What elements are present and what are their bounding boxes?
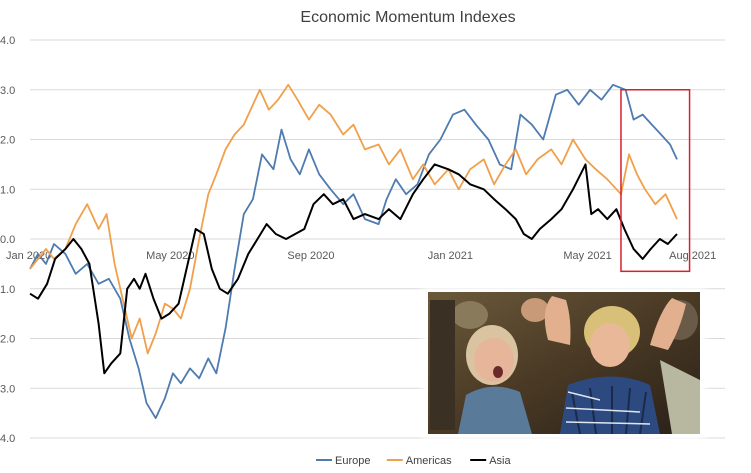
y-axis-ticks: 4.0 3.0 2.0 1.0 0.0 1.0 2.0 3.0 4.0: [0, 35, 15, 445]
y-tick-label: 1.0: [0, 284, 15, 296]
reaction-photo: [422, 288, 706, 440]
shirt: [560, 376, 660, 434]
series-line-americas: [29, 83, 678, 355]
x-tick-label: Aug 2021: [669, 250, 716, 262]
x-tick-label: Jan 2020: [6, 250, 51, 262]
legend: Europe Americas Asia: [316, 455, 511, 467]
x-axis-ticks: Jan 2020 May 2020 Sep 2020 Jan 2021 May 2021…: [6, 250, 716, 262]
y-tick-label: 2.0: [0, 135, 15, 147]
y-tick-label: 3.0: [0, 85, 15, 97]
x-tick-label: May 2020: [146, 250, 194, 262]
y-tick-label: 4.0: [0, 433, 15, 445]
gridlines: [30, 39, 725, 439]
legend-label: Europe: [335, 455, 370, 467]
y-tick-label: 1.0: [0, 184, 15, 196]
y-tick-label: 4.0: [0, 35, 15, 47]
x-tick-label: Jan 2021: [428, 250, 473, 262]
y-tick-label: 0.0: [0, 234, 15, 246]
x-tick-label: Sep 2020: [287, 250, 334, 262]
series-lines: [29, 83, 678, 420]
y-tick-label: 3.0: [0, 383, 15, 395]
x-tick-label: May 2021: [563, 250, 611, 262]
chart-title: Economic Momentum Indexes: [300, 9, 515, 26]
series-line-asia: [29, 163, 678, 375]
highlight-box: [620, 89, 691, 273]
y-tick-label: 2.0: [0, 334, 15, 346]
series-line-europe: [29, 83, 678, 420]
legend-label: Americas: [406, 455, 452, 467]
legend-label: Asia: [489, 455, 511, 467]
